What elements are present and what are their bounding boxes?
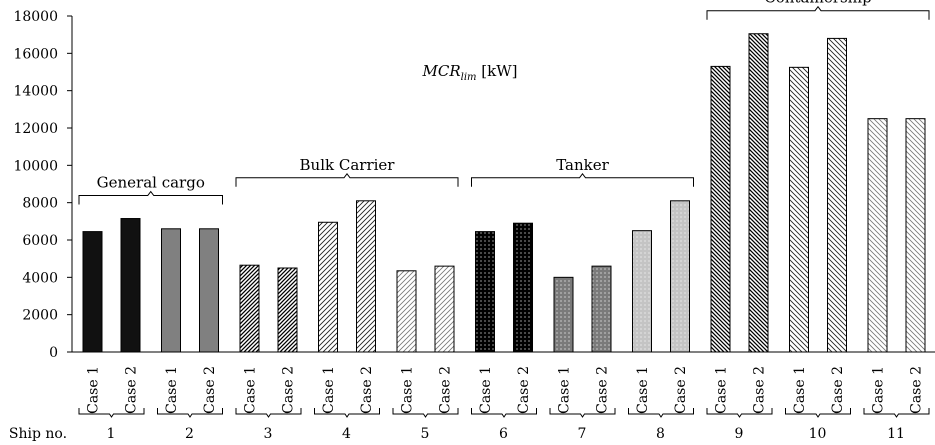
case-label: Case 2 <box>281 366 297 414</box>
bar <box>827 37 847 353</box>
bar <box>632 230 652 353</box>
ship-number: 10 <box>809 426 827 442</box>
case-label: Case 1 <box>164 366 180 414</box>
bar <box>199 228 219 353</box>
bar <box>396 270 417 353</box>
group-label: Bulk Carrier <box>300 156 396 174</box>
case-label: Case 1 <box>400 366 416 414</box>
bar <box>277 267 298 353</box>
case-label: Case 2 <box>752 366 768 414</box>
ship-bracket <box>706 408 773 418</box>
case-label: Case 1 <box>871 366 887 414</box>
bar <box>356 200 376 353</box>
ship-bracket <box>392 408 459 418</box>
group-bracket <box>706 5 930 20</box>
bar <box>513 222 533 353</box>
bar <box>475 231 495 353</box>
case-label: Case 1 <box>635 366 651 414</box>
y-tick-label: 0 <box>49 345 58 361</box>
case-label: Case 1 <box>86 366 102 414</box>
bar <box>120 218 141 353</box>
ship-number: 6 <box>499 426 508 442</box>
case-label: Case 2 <box>124 366 140 414</box>
bar <box>789 66 809 353</box>
ship-number: 9 <box>735 426 744 442</box>
bar <box>161 228 181 353</box>
axes: 0 2000 4000 6000 8000 10000 12000 14000 16000 180… <box>13 9 935 361</box>
ship-bracket <box>78 408 145 418</box>
bar <box>867 118 888 353</box>
case-label: Case 1 <box>792 366 808 414</box>
bar <box>553 276 574 353</box>
group-label: Containership <box>764 0 871 7</box>
bar <box>710 65 731 353</box>
case-label: Case 2 <box>830 366 846 414</box>
ship-number: 8 <box>656 426 665 442</box>
ship-bracket <box>314 408 380 418</box>
case-label: Case 2 <box>516 366 532 414</box>
y-tick-label: 16000 <box>13 46 58 62</box>
ship-number: 11 <box>887 426 905 442</box>
ship-number: 4 <box>342 426 351 442</box>
case-label: Case 1 <box>714 366 730 414</box>
bar <box>591 265 612 353</box>
case-label: Case 1 <box>243 366 259 414</box>
bar <box>670 200 690 353</box>
ship-bracket <box>549 408 616 418</box>
case-label: Case 2 <box>438 366 454 414</box>
ship-bracket <box>785 408 851 418</box>
ship-number: 2 <box>185 426 194 442</box>
chart-title-sub: lim <box>461 72 477 83</box>
case-label: Case 1 <box>478 366 494 414</box>
ship-number: 7 <box>578 426 587 442</box>
case-label: Case 2 <box>202 366 218 414</box>
bar <box>82 231 103 353</box>
ship-no-label: Ship no. <box>9 426 67 442</box>
y-tick-label: 18000 <box>13 9 58 25</box>
bar <box>748 33 769 353</box>
y-tick-label: 8000 <box>22 196 58 212</box>
ship-bracket <box>628 408 694 418</box>
bar <box>434 265 455 353</box>
group-label: General cargo <box>97 174 205 192</box>
group-brackets: General cargo Bulk Carrier Tanker Container… <box>78 0 930 205</box>
y-tick-label: 12000 <box>13 121 58 137</box>
chart-title-main: MCR <box>421 62 460 80</box>
y-tick-label: 2000 <box>22 308 58 324</box>
ship-number: 5 <box>421 426 430 442</box>
bar <box>318 221 338 353</box>
chart-title: MCRlim [kW] <box>421 62 517 83</box>
chart-title-unit: [kW] <box>477 62 518 80</box>
bars <box>82 33 926 353</box>
y-tick-label: 4000 <box>22 270 58 286</box>
group-bracket <box>471 172 694 187</box>
group-bracket <box>235 172 459 187</box>
case-label: Case 2 <box>595 366 611 414</box>
case-label: Case 1 <box>557 366 573 414</box>
ship-number: 1 <box>107 426 116 442</box>
ship-bracket <box>863 408 930 418</box>
group-bracket <box>78 190 223 205</box>
ship-bracket <box>235 408 302 418</box>
y-tick-label: 14000 <box>13 84 58 100</box>
ship-bracket <box>157 408 223 418</box>
case-label: Case 1 <box>321 366 337 414</box>
y-tick-label: 6000 <box>22 233 58 249</box>
case-label: Case 2 <box>673 366 689 414</box>
group-label: Tanker <box>556 156 609 174</box>
case-label: Case 2 <box>909 366 925 414</box>
ship-number: 3 <box>264 426 273 442</box>
ship-bracket <box>471 408 537 418</box>
y-tick-label: 10000 <box>13 158 58 174</box>
bar <box>905 118 926 353</box>
case-label: Case 2 <box>359 366 375 414</box>
bar <box>239 264 260 353</box>
